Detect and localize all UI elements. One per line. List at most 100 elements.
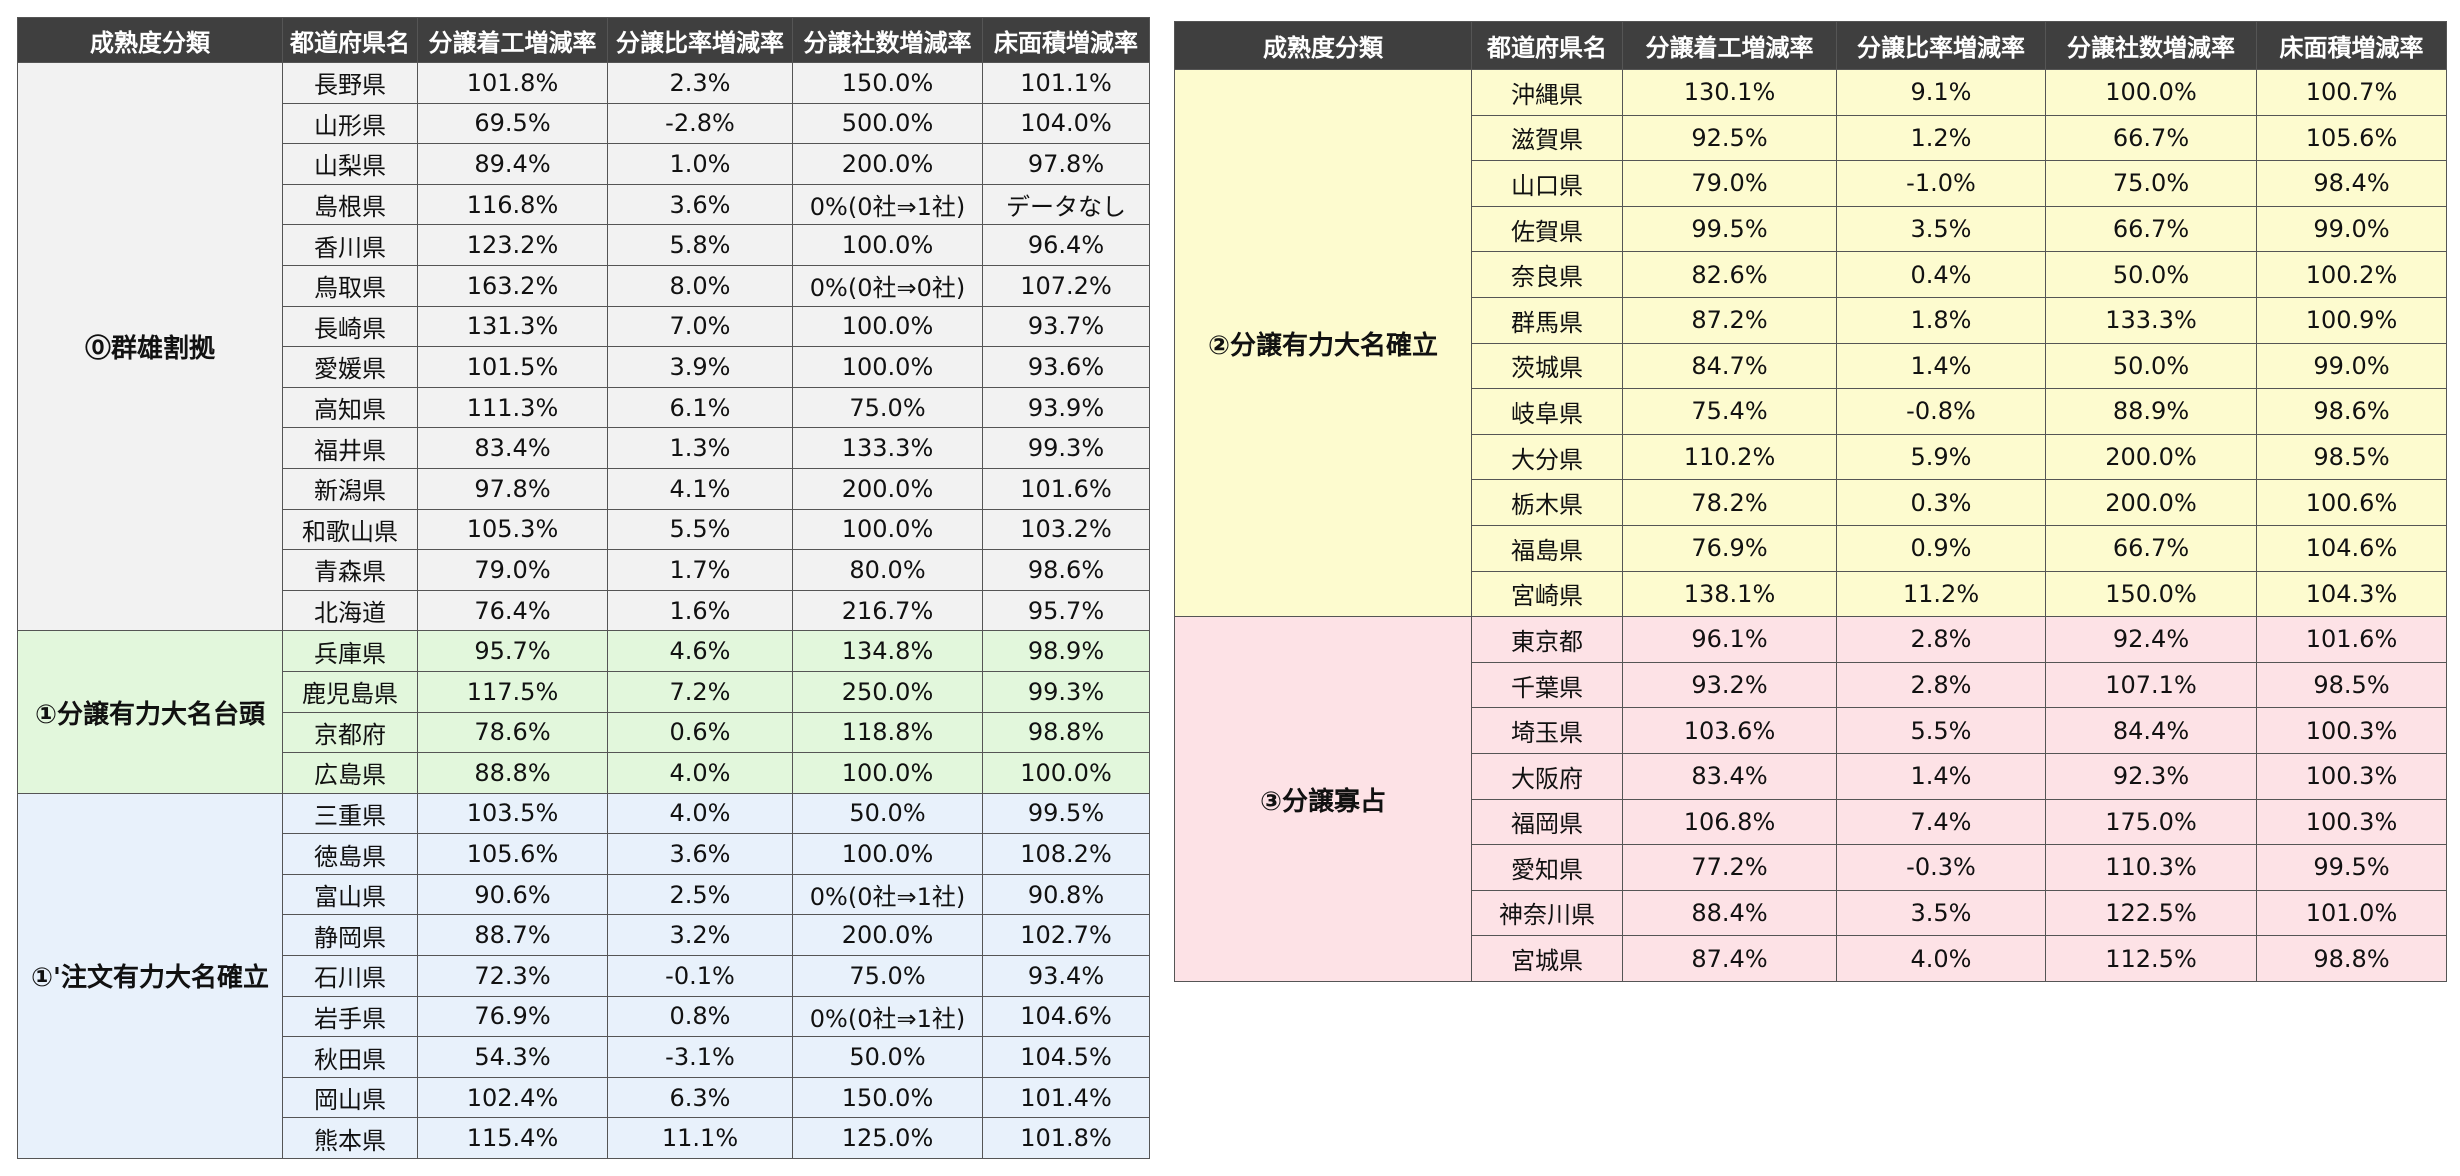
prefecture-cell: 広島県 xyxy=(282,752,418,794)
sales-ratio-rate-cell: 5.5% xyxy=(1836,707,2046,754)
table-body: ⓪群雄割拠 長野県 101.8% 2.3% 150.0% 101.1% 山形県 69.5% -2… xyxy=(17,61,1150,1160)
company-count-rate-cell: 100.0% xyxy=(792,346,983,388)
sales-ratio-rate-cell: 5.9% xyxy=(1836,433,2046,481)
sales-starts-rate-cell: 95.7% xyxy=(417,630,608,672)
floor-area-rate-cell: 99.3% xyxy=(982,427,1150,469)
sales-starts-rate-cell: 106.8% xyxy=(1622,798,1837,846)
sales-starts-rate-cell: 116.8% xyxy=(417,183,608,226)
floor-area-rate-cell: 93.6% xyxy=(982,346,1150,388)
table-row: 宮城県 87.4% 4.0% 112.5% 98.8% xyxy=(1174,935,2447,982)
sales-ratio-rate-cell: 0.4% xyxy=(1836,251,2046,298)
sales-ratio-rate-cell: 0.9% xyxy=(1836,524,2046,572)
floor-area-rate-cell: 105.6% xyxy=(2256,114,2447,162)
prefecture-cell: 長崎県 xyxy=(282,305,418,348)
table-row: ①'注文有力大名確立 三重県 103.5% 4.0% 50.0% 99.5% xyxy=(17,792,1150,1160)
floor-area-rate-cell: 104.3% xyxy=(2256,570,2447,618)
sales-ratio-rate-cell: 4.0% xyxy=(1836,935,2046,982)
floor-area-rate-cell: 108.2% xyxy=(982,833,1150,875)
sales-ratio-rate-cell: 11.2% xyxy=(1836,570,2046,618)
sales-ratio-rate-cell: 2.8% xyxy=(1836,661,2046,709)
table-header: 成熟度分類 都道府県名 分譲着工増減率 分譲比率増減率 分譲社数増減率 床面積増… xyxy=(17,17,1150,63)
prefecture-cell: 熊本県 xyxy=(282,1117,418,1160)
column-header-maturity: 成熟度分類 xyxy=(1174,21,1472,70)
sales-starts-rate-cell: 102.4% xyxy=(417,1076,608,1119)
floor-area-rate-cell: 104.0% xyxy=(982,102,1150,145)
company-count-rate-cell: 150.0% xyxy=(2045,570,2257,618)
prefecture-cell: 香川県 xyxy=(282,224,418,266)
maturity-category-cell: ②分譲有力大名確立 xyxy=(1174,68,1472,618)
floor-area-rate-cell: 98.6% xyxy=(982,549,1150,591)
floor-area-rate-cell: 100.0% xyxy=(982,752,1150,794)
prefecture-cell: 高知県 xyxy=(282,386,418,429)
sales-ratio-rate-cell: 3.9% xyxy=(607,346,793,388)
company-count-rate-cell: 0%(0社⇒1社) xyxy=(792,183,983,226)
floor-area-rate-cell: 96.4% xyxy=(982,224,1150,266)
prefecture-cell: 宮城県 xyxy=(1471,935,1623,982)
sales-ratio-rate-cell: -0.8% xyxy=(1836,388,2046,435)
prefecture-cell: 宮崎県 xyxy=(1471,570,1623,618)
sales-starts-rate-cell: 88.7% xyxy=(417,914,608,957)
sales-ratio-rate-cell: 3.5% xyxy=(1836,889,2046,937)
sales-ratio-rate-cell: 11.1% xyxy=(607,1117,793,1160)
floor-area-rate-cell: 93.4% xyxy=(982,955,1150,997)
column-header-sales-ratio-rate: 分譲比率増減率 xyxy=(1836,21,2046,70)
sales-ratio-rate-cell: 5.8% xyxy=(607,224,793,266)
prefecture-cell: 岐阜県 xyxy=(1471,388,1623,435)
prefecture-cell: 愛媛県 xyxy=(282,346,418,388)
prefecture-cell: 沖縄県 xyxy=(1471,69,1623,116)
floor-area-rate-cell: 99.3% xyxy=(982,670,1150,713)
prefecture-cell: 奈良県 xyxy=(1471,251,1623,298)
floor-area-rate-cell: 95.7% xyxy=(982,589,1150,632)
column-header-company-count-rate: 分譲社数増減率 xyxy=(2045,21,2257,70)
sales-starts-rate-cell: 90.6% xyxy=(417,873,608,916)
table-row: 山口県 79.0% -1.0% 75.0% 98.4% xyxy=(1174,160,2447,207)
sales-starts-rate-cell: 83.4% xyxy=(417,427,608,469)
sales-starts-rate-cell: 92.5% xyxy=(1622,114,1837,162)
prefecture-cell: 和歌山県 xyxy=(282,508,418,551)
floor-area-rate-cell: 100.9% xyxy=(2256,296,2447,344)
company-count-rate-cell: 118.8% xyxy=(792,711,983,754)
floor-area-rate-cell: 100.3% xyxy=(2256,798,2447,846)
floor-area-rate-cell: 98.4% xyxy=(2256,160,2447,207)
sales-starts-rate-cell: 123.2% xyxy=(417,224,608,266)
column-header-sales-ratio-rate: 分譲比率増減率 xyxy=(607,17,793,63)
sales-ratio-rate-cell: 2.3% xyxy=(607,62,793,104)
floor-area-rate-cell: 100.3% xyxy=(2256,707,2447,754)
prefecture-cell: 京都府 xyxy=(282,711,418,754)
table-row: 和歌山県 105.3% 5.5% 100.0% 103.2% xyxy=(17,508,1150,551)
sales-ratio-rate-cell: -0.1% xyxy=(607,955,793,997)
prefecture-cell: 長野県 xyxy=(282,62,418,104)
sales-starts-rate-cell: 130.1% xyxy=(1622,69,1837,116)
prefecture-cell: 青森県 xyxy=(282,549,418,591)
prefecture-cell: 北海道 xyxy=(282,589,418,632)
prefecture-cell: 岡山県 xyxy=(282,1076,418,1119)
sales-starts-rate-cell: 76.9% xyxy=(1622,524,1837,572)
company-count-rate-cell: 75.0% xyxy=(2045,160,2257,207)
floor-area-rate-cell: 101.6% xyxy=(982,467,1150,510)
sales-ratio-rate-cell: 4.0% xyxy=(607,752,793,794)
company-count-rate-cell: 75.0% xyxy=(792,386,983,429)
maturity-category-cell: ①'注文有力大名確立 xyxy=(17,792,283,1160)
company-count-rate-cell: 100.0% xyxy=(792,305,983,348)
sales-ratio-rate-cell: 0.8% xyxy=(607,995,793,1038)
maturity-category-cell: ⓪群雄割拠 xyxy=(17,61,283,632)
sales-ratio-rate-cell: 7.0% xyxy=(607,305,793,348)
sales-ratio-rate-cell: 2.8% xyxy=(1836,616,2046,663)
sales-ratio-rate-cell: 3.6% xyxy=(607,833,793,875)
sales-starts-rate-cell: 88.4% xyxy=(1622,889,1837,937)
column-header-company-count-rate: 分譲社数増減率 xyxy=(792,17,983,63)
sales-starts-rate-cell: 111.3% xyxy=(417,386,608,429)
prefecture-cell: 徳島県 xyxy=(282,833,418,875)
sales-starts-rate-cell: 138.1% xyxy=(1622,570,1837,618)
sales-ratio-rate-cell: -2.8% xyxy=(607,102,793,145)
table-body: ②分譲有力大名確立 沖縄県 130.1% 9.1% 100.0% 100.7% 滋賀県 92.… xyxy=(1174,68,2447,982)
prefecture-cell: 鹿児島県 xyxy=(282,670,418,713)
sales-starts-rate-cell: 76.9% xyxy=(417,995,608,1038)
sales-ratio-rate-cell: 3.2% xyxy=(607,914,793,957)
column-header-prefecture: 都道府県名 xyxy=(282,17,418,63)
floor-area-rate-cell: 100.3% xyxy=(2256,752,2447,800)
table-row: ②分譲有力大名確立 沖縄県 130.1% 9.1% 100.0% 100.7% xyxy=(1174,68,2447,618)
sales-starts-rate-cell: 131.3% xyxy=(417,305,608,348)
company-count-rate-cell: 216.7% xyxy=(792,589,983,632)
company-count-rate-cell: 0%(0社⇒1社) xyxy=(792,873,983,916)
